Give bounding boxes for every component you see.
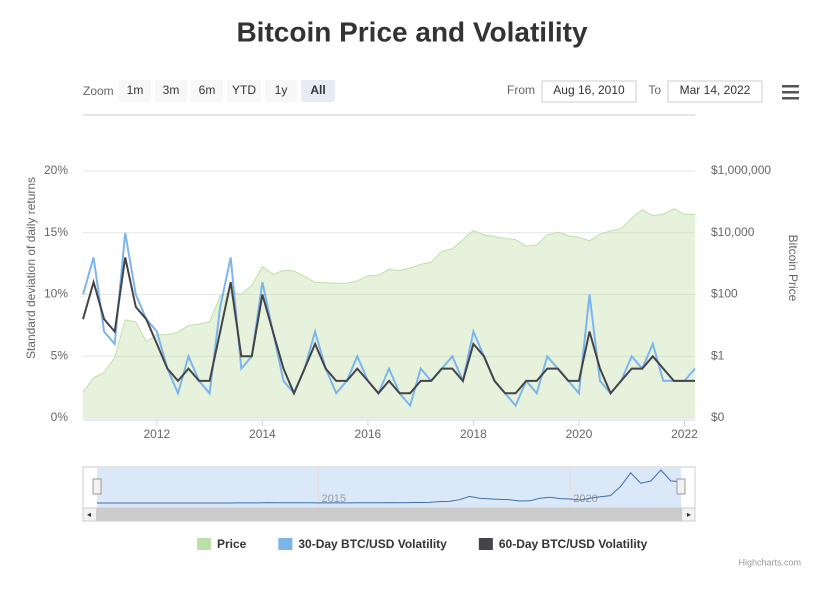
y-tick-label: 15% [44, 225, 68, 239]
from-label: From [507, 83, 535, 97]
y-tick-label: 10% [44, 287, 68, 301]
zoom-label: Zoom [83, 84, 114, 98]
menu-button[interactable] [782, 85, 799, 100]
x-tick-label: 2022 [671, 427, 698, 441]
range-button[interactable] [191, 80, 223, 102]
legend-label[interactable]: 30-Day BTC/USD Volatility [298, 537, 447, 551]
range-button-label[interactable]: 3m [163, 83, 180, 97]
y2-axis-title: Bitcoin Price [786, 235, 800, 302]
scrollbar-thumb[interactable] [96, 508, 682, 521]
x-tick-label: 2012 [144, 427, 171, 441]
y-tick-label: 5% [51, 348, 69, 362]
volatility-line [82, 232, 696, 408]
range-button-label[interactable]: 1y [275, 83, 288, 97]
chart-title: Bitcoin Price and Volatility [236, 16, 588, 47]
y2-tick-label: $0 [711, 410, 725, 424]
range-button[interactable] [227, 80, 261, 102]
menu-bar[interactable] [782, 97, 799, 100]
navigator-mask [97, 467, 681, 508]
y2-tick-label: $1,000,000 [711, 163, 771, 177]
x-tick-label: 2018 [460, 427, 487, 441]
to-date[interactable]: Mar 14, 2022 [680, 83, 751, 97]
legend-symbol[interactable] [478, 538, 493, 550]
y2-tick-label: $100 [711, 287, 738, 301]
to-input[interactable] [667, 80, 763, 103]
range-button-label[interactable]: All [310, 83, 325, 97]
scrollbar-arrow[interactable]: ▸ [687, 510, 691, 519]
legend-label[interactable]: 60-Day BTC/USD Volatility [499, 537, 648, 551]
volatility-line [82, 257, 695, 396]
x-tick-label: 2020 [566, 427, 593, 441]
navigator-line [97, 469, 682, 504]
range-button-label[interactable]: YTD [232, 83, 256, 97]
y-tick-label: 20% [44, 163, 68, 177]
legend-symbol[interactable] [278, 538, 293, 550]
to-label: To [648, 83, 661, 97]
range-button[interactable] [155, 80, 187, 102]
navigator-handle[interactable] [92, 478, 102, 495]
navigator-handle[interactable] [676, 478, 686, 495]
x-tick-label: 2014 [249, 427, 276, 441]
x-tick-label: 2016 [355, 427, 382, 441]
range-button[interactable] [265, 80, 297, 102]
y2-tick-label: $10,000 [711, 225, 755, 239]
y-tick-label: 0% [51, 410, 69, 424]
credits[interactable]: Highcharts.com [738, 557, 801, 567]
range-button[interactable] [119, 80, 151, 102]
legend-symbol[interactable] [197, 538, 211, 550]
menu-bar[interactable] [782, 85, 799, 88]
navigator-tick-label: 2015 [322, 493, 346, 505]
from-input[interactable] [541, 80, 637, 103]
menu-bar[interactable] [782, 91, 799, 94]
y-axis-title: Standard deviation of daily returns [24, 177, 38, 359]
price-line [82, 208, 696, 393]
range-button[interactable] [301, 80, 335, 102]
legend-label[interactable]: Price [217, 537, 247, 551]
area-fill [83, 208, 695, 418]
range-button-label[interactable]: 1m [127, 83, 144, 97]
range-button-label[interactable]: 6m [199, 83, 216, 97]
from-date[interactable]: Aug 16, 2010 [553, 83, 625, 97]
y2-tick-label: $1 [711, 348, 725, 362]
scrollbar-arrow[interactable]: ◂ [87, 510, 91, 519]
